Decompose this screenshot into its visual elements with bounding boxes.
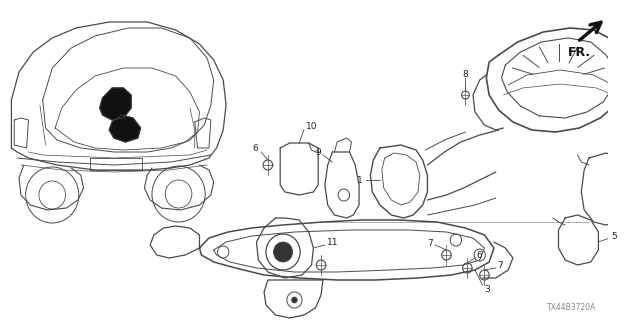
Text: 7: 7	[428, 238, 433, 247]
Text: 10: 10	[306, 122, 317, 131]
Text: 6: 6	[253, 143, 259, 153]
Text: 6: 6	[477, 252, 483, 260]
Circle shape	[292, 297, 298, 303]
Text: 3: 3	[484, 285, 490, 294]
Text: 11: 11	[327, 237, 339, 246]
Text: 1: 1	[357, 175, 363, 185]
Polygon shape	[100, 88, 131, 120]
Polygon shape	[109, 115, 141, 142]
Text: 8: 8	[463, 69, 468, 78]
Text: TX44B3720A: TX44B3720A	[547, 303, 596, 312]
Text: 5: 5	[612, 231, 618, 241]
Text: FR.: FR.	[568, 45, 591, 59]
Circle shape	[273, 242, 292, 262]
Text: 7: 7	[498, 261, 504, 270]
Text: 9: 9	[316, 148, 321, 156]
